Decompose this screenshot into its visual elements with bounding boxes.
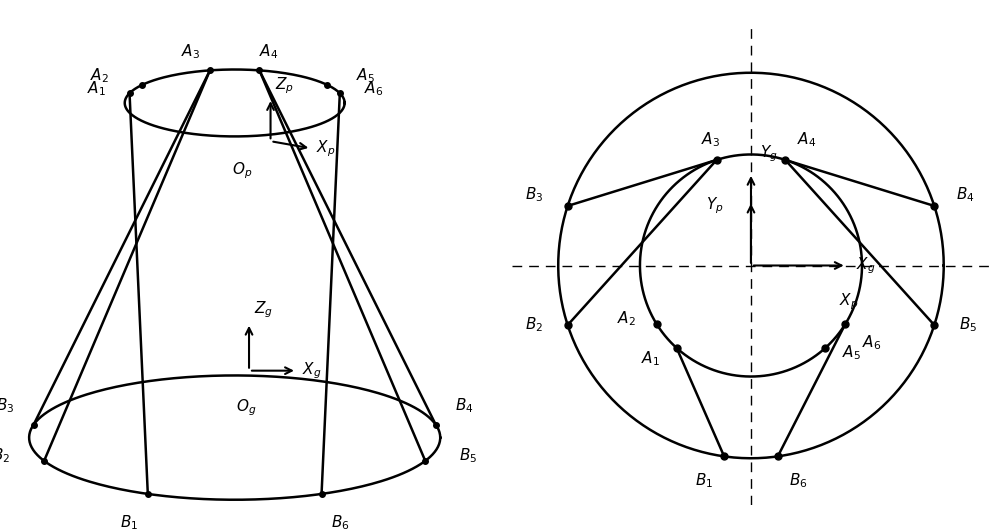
Text: $A_2$: $A_2$	[90, 66, 109, 84]
Text: $B_6$: $B_6$	[331, 513, 350, 531]
Text: $B_1$: $B_1$	[120, 513, 138, 531]
Text: $O_p$: $O_p$	[232, 160, 252, 181]
Text: $A_4$: $A_4$	[259, 42, 279, 61]
Text: $A_3$: $A_3$	[181, 42, 200, 61]
Text: $A_6$: $A_6$	[364, 79, 383, 98]
Text: $B_5$: $B_5$	[959, 316, 977, 335]
Text: $B_3$: $B_3$	[525, 186, 543, 204]
Text: $Y_p$: $Y_p$	[706, 195, 723, 216]
Text: $A_1$: $A_1$	[87, 79, 106, 98]
Text: $A_2$: $A_2$	[617, 309, 635, 328]
Text: $B_4$: $B_4$	[956, 186, 974, 204]
Text: $B_2$: $B_2$	[525, 316, 543, 335]
Text: $B_6$: $B_6$	[789, 472, 807, 491]
Text: $X_g$: $X_g$	[302, 361, 321, 381]
Text: $X_p$: $X_p$	[316, 138, 335, 159]
Text: $B_1$: $B_1$	[695, 472, 713, 491]
Text: $B_4$: $B_4$	[455, 396, 474, 415]
Text: $A_4$: $A_4$	[797, 131, 817, 149]
Text: $A_1$: $A_1$	[641, 349, 660, 368]
Text: $A_5$: $A_5$	[356, 66, 375, 84]
Text: $X_g$: $X_g$	[856, 255, 875, 276]
Text: $Z_g$: $Z_g$	[254, 300, 273, 321]
Text: $X_p$: $X_p$	[839, 292, 858, 312]
Text: $B_2$: $B_2$	[0, 447, 10, 466]
Text: $B_5$: $B_5$	[459, 447, 477, 466]
Text: $Y_g$: $Y_g$	[760, 143, 778, 164]
Text: $A_5$: $A_5$	[842, 343, 861, 362]
Text: $B_3$: $B_3$	[0, 396, 14, 415]
Text: $Z_p$: $Z_p$	[275, 75, 294, 96]
Text: $A_3$: $A_3$	[701, 131, 720, 149]
Text: $A_6$: $A_6$	[862, 333, 881, 352]
Text: $O_g$: $O_g$	[236, 397, 257, 417]
